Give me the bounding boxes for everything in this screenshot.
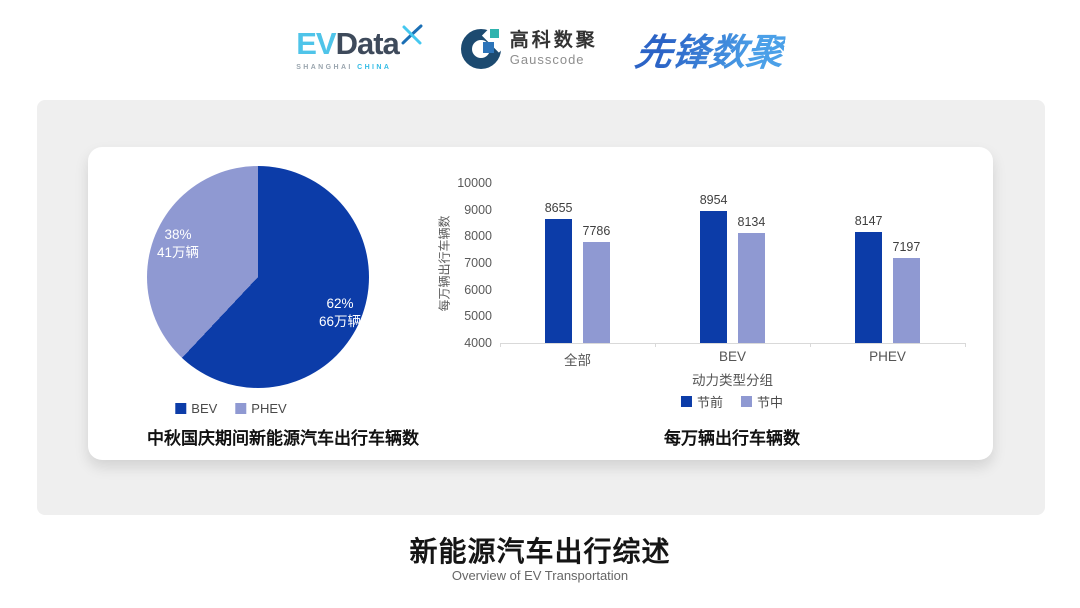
bar [582, 242, 610, 343]
y-tick-label: 4000 [464, 336, 492, 350]
xianfeng-logo: 先锋数聚 [632, 22, 788, 76]
gausscode-en-text: Gausscode [509, 51, 585, 67]
bev-value-text: 66万辆 [318, 314, 362, 329]
x-axis-tick [655, 343, 656, 347]
bar-column: 8655 [545, 201, 573, 343]
pie-chart [147, 166, 369, 388]
bar-category-labels: 全部 BEV PHEV [500, 349, 965, 369]
evdata-ev-text: EV [296, 25, 336, 61]
bar [737, 232, 765, 343]
x-axis-tick [965, 343, 966, 347]
page-subtitle: Overview of EV Transportation [451, 568, 629, 583]
bar-group: 8954 8134 [655, 183, 810, 343]
category-label: BEV [718, 349, 746, 364]
bar-value-label: 8147 [854, 214, 883, 229]
bar-value-label: 8134 [737, 214, 766, 229]
bar-legend-item-mid: 节中 [741, 392, 783, 411]
y-tick-label: 7000 [464, 256, 492, 270]
bar-legend-item-pre: 节前 [680, 392, 723, 411]
header-logos: EV Data SHANGHAI CHINA [0, 22, 1080, 76]
bar [545, 218, 573, 343]
dragonfly-x-icon [401, 24, 423, 50]
bar-value-label: 8655 [544, 200, 573, 215]
gausscode-text-block: 高科数聚 Gausscode [509, 29, 598, 67]
phev-percent-text: 38% [164, 226, 192, 242]
gausscode-cn-text: 高科数聚 [509, 29, 598, 51]
y-tick-label: 10000 [457, 176, 492, 190]
bar-value-label: 7786 [582, 224, 611, 239]
bar-legend: 节前 节中 [680, 392, 783, 411]
pie-legend-item-phev: PHEV [235, 401, 287, 416]
bar-value-label: 7197 [892, 239, 921, 254]
gausscode-g-icon [460, 26, 508, 69]
chart-card: 38% 41万辆 62% 66万辆 BEV PHEV 中秋国庆期间新能源汽车出行… [88, 147, 993, 460]
evdata-logo: EV Data SHANGHAI CHINA [296, 24, 423, 71]
bar-plot-groups: 8655 7786 8954 8134 8147 7197 [500, 183, 965, 343]
mid-holiday-swatch-icon [741, 396, 752, 407]
phev-legend-label: PHEV [251, 401, 287, 416]
phev-swatch-icon [235, 403, 247, 414]
bar-value-label: 8954 [699, 192, 728, 207]
gausscode-logo: 高科数聚 Gausscode [460, 26, 598, 69]
bar-group: 8655 7786 [500, 183, 655, 343]
bar-x-axis-title: 动力类型分组 [692, 373, 773, 388]
pie-label-phev: 38% 41万辆 [157, 226, 199, 262]
bar-column: 8134 [737, 214, 766, 343]
pie-label-bev: 62% 66万辆 [319, 295, 361, 331]
bar-chart-title: 每万辆出行车辆数 [664, 429, 800, 448]
pie-chart-title: 中秋国庆期间新能源汽车出行车辆数 [147, 429, 419, 448]
bev-percent-text: 62% [326, 295, 354, 311]
mid-holiday-legend-label: 节中 [757, 395, 784, 410]
bar-column: 7197 [892, 239, 921, 343]
category-label: PHEV [869, 349, 906, 364]
category-label: 全部 [564, 353, 591, 368]
x-axis-tick [810, 343, 811, 347]
pie-legend: BEV PHEV [175, 401, 287, 416]
pie-legend-item-bev: BEV [175, 401, 217, 416]
bar-column: 8954 [700, 193, 728, 343]
phev-value-text: 41万辆 [156, 245, 200, 260]
bar [855, 232, 883, 343]
evdata-wordmark: EV Data [296, 24, 423, 61]
bev-swatch-icon [175, 403, 187, 414]
bar-x-axis-line [500, 343, 965, 344]
evdata-shanghai-text: SHANGHAI [296, 63, 353, 71]
bar [892, 257, 920, 343]
pre-holiday-swatch-icon [680, 396, 692, 407]
pre-holiday-legend-label: 节前 [696, 395, 723, 410]
evdata-subtitle: SHANGHAI CHINA [296, 64, 423, 71]
bar-column: 7786 [582, 224, 611, 343]
bar [700, 210, 728, 343]
x-axis-tick [500, 343, 501, 347]
evdata-data-text: Data [335, 25, 400, 61]
evdata-china-text: CHINA [357, 63, 392, 71]
y-tick-label: 5000 [464, 309, 492, 324]
page-title: 新能源汽车出行综述 [409, 536, 671, 567]
bar-column: 8147 [855, 214, 883, 343]
bar-group: 8147 7197 [810, 183, 965, 343]
y-tick-label: 6000 [464, 282, 492, 297]
bev-legend-label: BEV [191, 401, 218, 416]
y-tick-label: 8000 [464, 229, 492, 244]
y-tick-label: 9000 [464, 202, 492, 217]
